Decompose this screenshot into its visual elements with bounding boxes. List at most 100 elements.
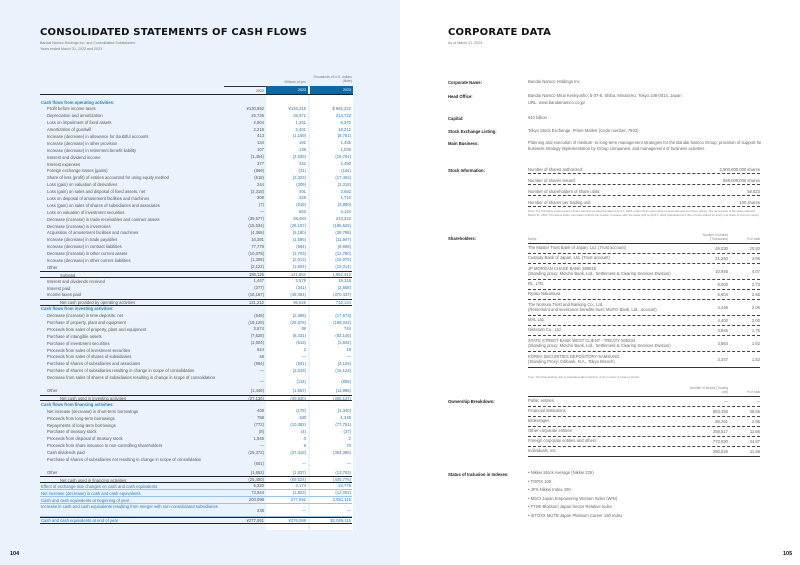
percent: 2.00	[751, 317, 760, 323]
shares: 863,450	[712, 408, 728, 414]
index-item: • Nikkei Stock Average (Nikkei 225)	[528, 470, 594, 475]
value-2023: (1,604)	[292, 264, 306, 270]
value-2023-usd: —	[346, 353, 351, 359]
business-label: Main Business:	[448, 141, 479, 146]
percent: 4.07	[751, 268, 760, 274]
value-2022: (25,372)	[248, 449, 264, 455]
website-url[interactable]: URL: www.bandainamco.co.jp/	[528, 100, 586, 105]
value-2023-usd: 2	[348, 435, 351, 441]
value-2022: 408	[257, 408, 264, 414]
table-row: Decrease (increase) in time deposits, ne…	[40, 313, 352, 320]
value-2022: (648)	[254, 312, 264, 318]
table-header: Number of shares (Trading unit) % of tota…	[528, 386, 760, 397]
shareholder-name: Nintendo Co., Ltd.	[528, 327, 688, 332]
row-label: Loss on valuation of investment securiti…	[47, 209, 125, 215]
row-label: Purchase of shares of subsidiaries resul…	[47, 368, 195, 374]
table-row: Cash and cash equivalents at beginning o…	[40, 497, 352, 504]
row-label: Proceeds from long-term borrowings	[47, 415, 115, 421]
value-2023: 3,174	[295, 483, 306, 489]
value-2023-usd: (77,751)	[335, 422, 351, 428]
value-2022: (27,136)	[248, 395, 264, 401]
value-2022: ¥130,892	[246, 105, 264, 111]
value-2023: 191	[299, 140, 306, 146]
table-row: Other (1,652) (1,837) (13,763)	[40, 470, 352, 477]
value-2022: 238	[257, 507, 264, 513]
value-2022: 2,218	[253, 126, 264, 132]
stock-key: Number of shares issued:	[528, 178, 576, 183]
stock-info-label: Stock Information:	[448, 168, 485, 173]
value-2023-usd: 1,348	[340, 415, 351, 421]
value-2023: (1,595)	[292, 236, 306, 242]
table-row: Loss on valuation of investment securiti…	[40, 209, 352, 216]
owner-category: Individuals, etc.	[528, 448, 557, 454]
row-label: Decrease from sales of shares of subsidi…	[47, 375, 216, 381]
value-2023: 2,431	[295, 126, 306, 132]
value-2023-usd: (12,014)	[335, 264, 351, 270]
shares: 65,261	[715, 418, 728, 424]
value-2022: 3,874	[253, 326, 264, 332]
value-2023-usd: 9,370	[340, 119, 351, 125]
value-2023: 28,671	[293, 112, 306, 118]
row-label: Purchase of investment securities	[47, 340, 110, 346]
table-row: Increase (decrease) in allowance for dou…	[40, 133, 352, 140]
shareholder-name: MAL Ltd.	[528, 317, 688, 322]
row-label: Decrease (increase) in inventories	[47, 223, 111, 229]
value-2022: (984)	[254, 360, 264, 366]
shareholders-table: Name Number of shares (Thousands) % of tot…	[528, 233, 760, 368]
row-label: Cash and cash equivalents at end of year	[41, 518, 119, 523]
value-2022: (8)	[258, 428, 264, 434]
row-label: Purchase of intangible assets	[47, 333, 102, 339]
table-row: Increase (decrease) in other provision 13…	[40, 140, 352, 147]
name-line: The Nomura Trust and Banking Co., Ltd.	[528, 301, 604, 307]
row-label: Decrease (increase) in other current ass…	[47, 251, 128, 257]
indices-list: • Nikkei Stock Average (Nikkei 225) • TO…	[528, 469, 622, 521]
value-2023: (10,382)	[290, 422, 306, 428]
name-line: JP MORGAN CHASE BANK 380815	[528, 265, 597, 271]
ownership-table: Number of shares (Trading unit) % of tota…	[528, 386, 760, 457]
value-2023-usd: (8,761)	[337, 133, 351, 139]
section-header: Cash flows from financing activities:	[40, 401, 352, 408]
shareholder-name: The Nomura Trust and Banking Co., Ltd. (R…	[528, 302, 688, 313]
shareholder-row: Nintendo Co., Ltd. 3,845 1.75	[528, 326, 760, 336]
shareholder-row: STATE STREET BANK WEST CLIENT - TREATY 5…	[528, 336, 760, 352]
table-row: Increase (decrease) in trade payables 16,…	[40, 237, 352, 244]
shares: 3,347	[717, 356, 728, 362]
year-2023-usd: 2023	[310, 86, 353, 94]
row-label: Depreciation and amortization	[47, 113, 103, 119]
value-2023-usd: (164)	[341, 167, 351, 173]
row-label: Net increase (decrease) in short-term bo…	[47, 408, 138, 414]
row-label: Net cash used in investing activities	[60, 396, 127, 401]
table-row: Increase (decrease) in contract liabilit…	[40, 244, 352, 251]
table-row: Loss on impairment of fixed assets 2,804 1…	[40, 120, 352, 127]
value-2022: —	[259, 367, 264, 373]
ownership-row: Foreign corporate entities and others 773…	[528, 437, 760, 447]
row-label: Decrease (increase) in trade receivables…	[47, 216, 160, 222]
row-label: Amortization of goodwill	[47, 127, 92, 133]
row-label: Share of loss (profit) of entities accou…	[47, 175, 169, 181]
value-2023-usd: (370,437)	[333, 291, 351, 297]
row-label: Cash flows from financing activities:	[41, 401, 114, 407]
row-label: Effect of exchange rate changes on cash …	[41, 483, 158, 489]
value-2023-usd: (11,947)	[335, 236, 351, 242]
stock-value: 100 shares	[739, 200, 760, 205]
row-label: Interest expenses	[47, 161, 81, 167]
row-label: Increase in cash and cash equivalents re…	[41, 504, 218, 510]
value-2023: 99	[301, 326, 306, 332]
name-proxy: (Retirement and severance benefits trust…	[528, 307, 657, 313]
value-2022: 134	[257, 140, 264, 146]
table-row: Subtotal 186,125 141,852 1,062,412	[40, 271, 352, 279]
value-2022: (1,448)	[250, 387, 264, 393]
row-label: Other	[47, 388, 58, 394]
value-2022: ¥277,891	[246, 517, 264, 523]
value-2022: (10,078)	[248, 250, 264, 256]
row-label: Increase (decrease) in retirement benefi…	[47, 147, 137, 153]
table-row: Profit before income taxes ¥130,892 ¥126,2…	[40, 106, 352, 113]
stock-value: 666,000,000 shares	[722, 178, 760, 183]
value-2022: 121,212	[248, 299, 264, 305]
table-row: Decrease (increase) in other current ass…	[40, 251, 352, 258]
table-row: Purchase of property, plant and equipmen…	[40, 320, 352, 327]
value-2023: ¥276,288	[288, 517, 306, 523]
value-2023-usd: (15,124)	[335, 367, 351, 373]
subtitle-period: Years ended March 31, 2022 and 2023	[40, 47, 103, 51]
table-row: Increase (decrease) in retirement benefi…	[40, 147, 352, 154]
